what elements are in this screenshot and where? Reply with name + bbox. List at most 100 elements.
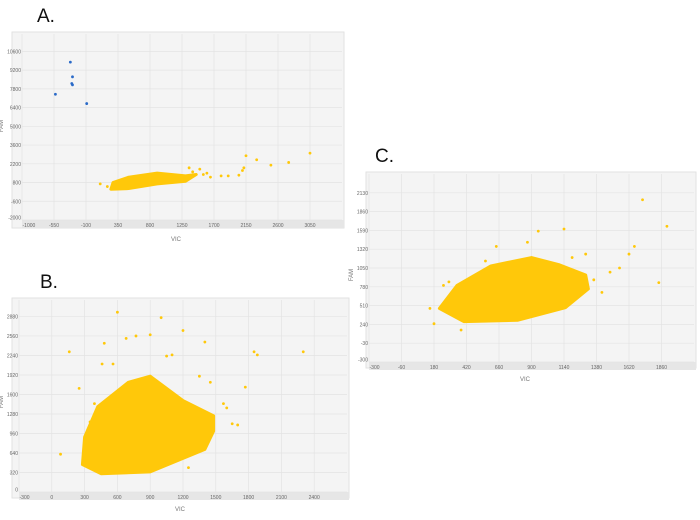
data-point	[618, 266, 621, 270]
data-point	[124, 337, 128, 340]
y-axis-label: FAM	[349, 269, 355, 281]
data-point	[77, 386, 81, 390]
data-point	[255, 158, 259, 162]
data-point	[301, 350, 305, 354]
data-point	[85, 102, 89, 105]
data-point	[225, 406, 229, 410]
x-axis-label: VIC	[175, 507, 186, 513]
y-tick-label: -300	[358, 358, 368, 364]
data-point	[170, 353, 174, 357]
x-tick-label: 350	[114, 223, 123, 229]
x-tick-label: 2400	[309, 495, 320, 501]
data-point	[230, 422, 234, 426]
data-point	[633, 245, 636, 248]
data-point	[205, 171, 209, 175]
y-tick-label: 2200	[10, 162, 21, 168]
data-point	[71, 75, 74, 79]
x-tick-label: 1860	[656, 365, 667, 371]
data-point	[494, 245, 498, 248]
data-point	[148, 333, 152, 337]
data-point	[584, 286, 588, 289]
x-tick-label: 2150	[240, 223, 251, 229]
data-point	[165, 354, 169, 358]
x-axis-strip	[369, 362, 696, 370]
data-point	[592, 278, 596, 282]
y-tick-label: 1590	[357, 228, 368, 234]
y-tick-label: 800	[13, 181, 22, 187]
x-tick-label: 180	[430, 365, 439, 371]
data-point	[584, 252, 588, 256]
panel-label-a: A.	[37, 6, 55, 27]
x-tick-label: 800	[146, 223, 155, 229]
data-point	[105, 185, 109, 188]
dense-point-cloud	[80, 374, 216, 476]
data-point	[191, 170, 195, 174]
x-tick-label: 2100	[276, 495, 287, 501]
y-tick-label: 1860	[357, 210, 368, 216]
y-tick-label: 3600	[10, 143, 21, 149]
data-point	[244, 154, 248, 158]
data-point	[428, 306, 432, 310]
x-tick-label: 900	[146, 495, 155, 501]
data-point	[600, 290, 604, 294]
data-point	[459, 328, 463, 332]
x-tick-label: 1200	[177, 495, 188, 501]
x-tick-label: 1380	[591, 365, 602, 371]
data-point	[287, 161, 291, 164]
dense-point-cloud	[437, 256, 590, 324]
data-point	[187, 466, 190, 470]
y-tick-label: 7800	[10, 87, 21, 93]
y-tick-label: 6400	[10, 106, 21, 112]
y-tick-label: 640	[10, 451, 19, 457]
x-tick-label: 600	[113, 495, 122, 501]
data-point	[201, 173, 205, 176]
data-point	[198, 374, 201, 378]
data-point	[536, 229, 540, 233]
y-tick-label: 960	[10, 431, 19, 437]
data-point	[59, 452, 62, 456]
data-point	[241, 169, 244, 172]
x-tick-label: 3050	[304, 223, 315, 229]
data-point	[269, 163, 273, 167]
data-point	[252, 350, 256, 354]
y-tick-label: 0	[15, 488, 18, 494]
data-point	[657, 281, 661, 285]
panel-label-c: C.	[375, 146, 394, 167]
x-tick-label: 300	[80, 495, 89, 501]
data-point	[641, 198, 644, 202]
y-tick-label: 1600	[7, 392, 18, 398]
x-tick-label: 1500	[210, 495, 221, 501]
x-tick-label: -300	[20, 495, 30, 501]
y-tick-label: 1320	[357, 247, 368, 253]
y-tick-label: 1920	[7, 373, 18, 379]
x-axis-strip	[19, 492, 349, 500]
y-tick-label: 2130	[357, 191, 368, 197]
data-point	[608, 270, 612, 274]
data-point	[198, 167, 202, 171]
y-tick-label: 1280	[7, 412, 18, 418]
data-point	[98, 182, 102, 186]
y-tick-label: 510	[360, 304, 369, 310]
dense-point-cloud	[109, 171, 198, 191]
y-tick-label: 10600	[7, 49, 21, 55]
x-tick-label: -1000	[23, 223, 36, 229]
data-point	[209, 175, 212, 179]
y-axis-label: FAM	[0, 120, 5, 132]
y-tick-label: 2240	[7, 353, 18, 359]
data-point	[432, 322, 436, 326]
x-tick-label: -300	[370, 365, 380, 371]
data-point	[526, 240, 529, 244]
y-tick-label: -2000	[8, 216, 21, 222]
data-point	[242, 166, 246, 170]
data-point	[102, 341, 106, 345]
x-tick-label: 1800	[243, 495, 254, 501]
y-tick-label: 1050	[357, 266, 368, 272]
data-point	[237, 173, 241, 177]
data-point	[447, 280, 451, 284]
x-tick-label: 1140	[559, 365, 570, 371]
x-tick-label: -60	[398, 365, 405, 371]
data-point	[627, 252, 631, 256]
data-point	[181, 329, 185, 332]
data-point	[93, 402, 96, 406]
